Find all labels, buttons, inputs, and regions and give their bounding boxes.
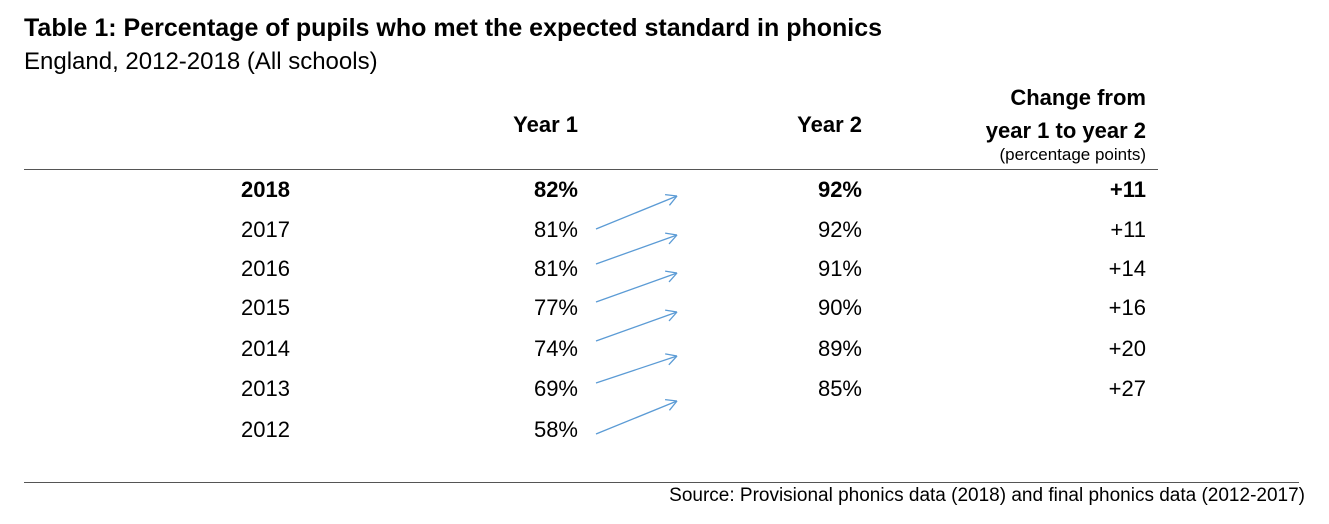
cohort-arrow: [595, 309, 678, 342]
row-year-2-value: 85%: [817, 376, 862, 401]
header-change-line-1: Change from: [1010, 85, 1146, 110]
table-title: Table 1: Percentage of pupils who met th…: [24, 14, 883, 42]
row-year-2-value: 91%: [817, 256, 862, 281]
row-change-value: +16: [1108, 295, 1146, 320]
header-change-line-2: year 1 to year 2: [985, 118, 1146, 143]
row-year: 2016: [241, 256, 290, 281]
row-year-2-value: 92%: [817, 177, 862, 202]
row-year-2-value: 92%: [817, 217, 862, 242]
cohort-arrow: [595, 232, 678, 265]
row-year: 2015: [241, 295, 290, 320]
cohort-arrow: [595, 193, 678, 230]
row-year-1-value: 77%: [533, 295, 578, 320]
header-year-2: Year 2: [797, 112, 862, 137]
row-change-value: +27: [1108, 376, 1146, 401]
row-change-value: +11: [1110, 217, 1146, 242]
row-year-1-value: 69%: [533, 376, 578, 401]
header-year-1: Year 1: [513, 112, 578, 137]
row-year: 2018: [241, 177, 290, 202]
row-change-value: +11: [1109, 177, 1146, 202]
row-year-1-value: 82%: [533, 177, 578, 202]
cohort-arrow: [595, 353, 678, 384]
row-change-value: +14: [1108, 256, 1146, 281]
table-subtitle: England, 2012-2018 (All schools): [24, 48, 378, 75]
row-year-1-value: 74%: [533, 336, 578, 361]
row-year: 2017: [241, 217, 290, 242]
header-change-unit: (percentage points): [999, 145, 1146, 164]
cohort-arrow: [595, 398, 678, 435]
row-year-1-value: 81%: [533, 256, 578, 281]
footer-divider: [24, 482, 1299, 483]
row-year-1-value: 81%: [533, 217, 578, 242]
row-year-1-value: 58%: [533, 417, 578, 442]
row-year: 2014: [241, 336, 290, 361]
row-change-value: +20: [1108, 336, 1146, 361]
row-year-2-value: 90%: [817, 295, 862, 320]
row-year-2-value: 89%: [817, 336, 862, 361]
row-year: 2012: [241, 417, 290, 442]
source-note: Source: Provisional phonics data (2018) …: [669, 485, 1305, 506]
cohort-arrow: [595, 270, 678, 303]
header-divider: [24, 169, 1158, 170]
row-year: 2013: [241, 376, 290, 401]
